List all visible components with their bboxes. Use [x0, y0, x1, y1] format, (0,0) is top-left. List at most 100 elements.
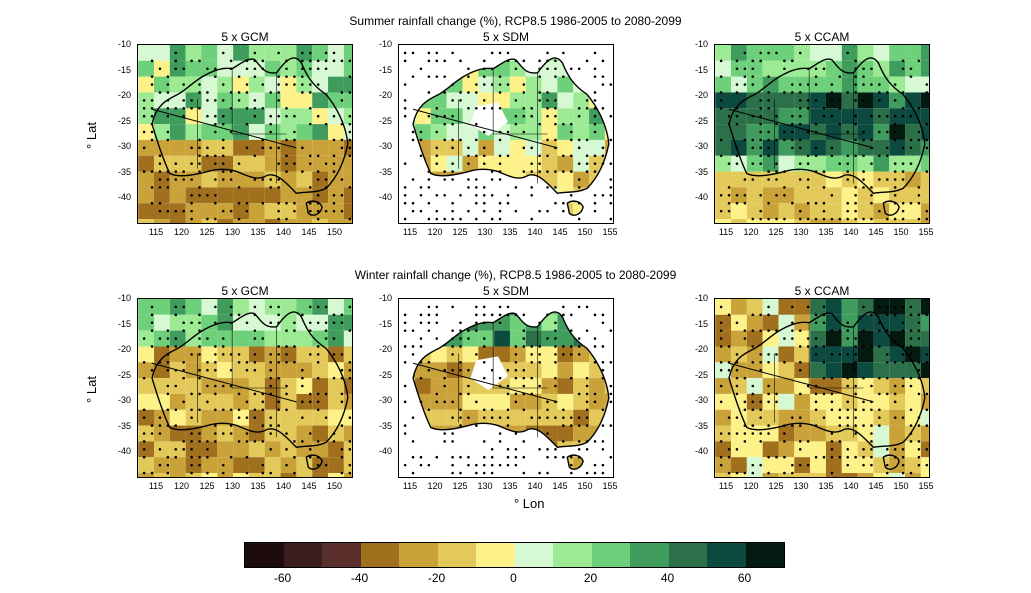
colorbar-swatch [245, 543, 284, 567]
colorbar-swatch [591, 543, 630, 567]
panel-title: 5 x SDM [482, 30, 529, 44]
colorbar-tick: -60 [273, 571, 292, 585]
map-panel: 5 x GCM -10 -15 -20 -25 -30 -35 -40 115 120 125 130… [118, 284, 353, 491]
lon-tick: 130 [224, 481, 241, 491]
lat-tick: -40 [694, 446, 708, 456]
colorbar-tick: -20 [427, 571, 446, 585]
lon-tick: 145 [552, 481, 568, 491]
lat-tick: -40 [694, 192, 708, 202]
lat-tick: -15 [117, 318, 131, 329]
lon-tick: 140 [527, 227, 543, 237]
lon-tick: 155 [918, 481, 934, 491]
lon-tick: 125 [199, 481, 215, 491]
lat-tick: -15 [694, 318, 708, 329]
lon-tick: 125 [768, 227, 784, 237]
colorbar-swatch [514, 543, 553, 567]
lon-tick: 145 [301, 227, 317, 237]
lon-tick: 150 [326, 481, 343, 491]
map-panel: 5 x SDM -10 -15 -20 -25 -30 -35 -40 115 120 125 130… [379, 284, 618, 491]
lon-tick: 150 [577, 481, 593, 491]
colorbar-tick: 40 [660, 571, 675, 585]
lon-tick: 140 [843, 227, 859, 237]
lon-tick: 150 [893, 227, 909, 237]
lon-tick: 145 [301, 481, 317, 491]
lat-tick: -30 [378, 141, 392, 151]
panel-title: 5 x GCM [221, 30, 269, 44]
panel-title: 5 x CCAM [794, 284, 850, 298]
lon-tick: 120 [743, 227, 759, 237]
colorbar-swatch [707, 543, 746, 567]
lat-axis-label-top: ° Lat [83, 122, 99, 149]
lat-tick: -40 [117, 192, 131, 202]
lon-tick: 130 [224, 227, 241, 237]
lon-tick: 145 [552, 227, 568, 237]
lon-tick: 125 [199, 227, 215, 237]
lon-tick: 135 [818, 227, 834, 237]
lon-tick: 120 [743, 481, 759, 491]
summer-title: Summer rainfall change (%), RCP8.5 1986-… [349, 14, 682, 28]
lat-tick: -40 [117, 446, 131, 456]
lon-tick: 135 [250, 227, 266, 237]
lon-tick: 115 [718, 481, 734, 491]
colorbar-swatch [476, 543, 515, 567]
lon-tick: 155 [602, 227, 618, 237]
lon-tick: 115 [148, 481, 164, 491]
lon-tick: 130 [477, 481, 493, 491]
lon-tick: 130 [477, 227, 493, 237]
lat-tick: -30 [117, 395, 131, 405]
colorbar-swatch [553, 543, 592, 567]
lat-tick: -20 [378, 90, 392, 100]
lat-tick: -20 [694, 344, 708, 354]
lon-tick: 140 [843, 481, 859, 491]
panel-title: 5 x CCAM [794, 30, 850, 44]
lon-tick: 115 [718, 227, 734, 237]
map-plot [398, 44, 614, 224]
lat-tick: -30 [378, 395, 392, 405]
lat-tick: -15 [117, 64, 131, 75]
panel-title: 5 x GCM [221, 284, 269, 298]
lat-tick: -20 [117, 344, 131, 354]
lat-axis-label-bottom: ° Lat [83, 376, 99, 403]
lon-tick: 135 [818, 481, 834, 491]
lat-tick: -10 [117, 39, 131, 49]
map-plot [714, 298, 930, 478]
map-plot [714, 44, 930, 224]
lat-tick: -25 [117, 369, 131, 380]
lon-tick: 130 [793, 227, 809, 237]
lon-tick: 145 [868, 481, 884, 491]
lat-tick: -40 [378, 446, 392, 456]
lon-tick: 155 [918, 227, 934, 237]
lon-tick: 145 [868, 227, 884, 237]
panel-title: 5 x SDM [482, 284, 529, 298]
lon-tick: 155 [602, 481, 618, 491]
map-plot [137, 44, 353, 224]
lat-tick: -15 [378, 64, 392, 75]
lon-tick: 115 [402, 481, 418, 491]
map-panel: 5 x GCM -10 -15 -20 -25 -30 -35 -40 115 120 125 130… [118, 30, 353, 237]
map-panel: 5 x CCAM -10 -15 -20 -25 -30 -35 -40 115 120 125 13… [695, 30, 934, 237]
lat-tick: -35 [117, 420, 131, 431]
colorbar-tick: -40 [350, 571, 369, 585]
colorbar-swatch [283, 543, 322, 567]
lat-tick: -20 [694, 90, 708, 100]
lon-tick: 135 [250, 481, 266, 491]
lon-tick: 115 [148, 227, 164, 237]
lat-tick: -20 [117, 90, 131, 100]
lon-tick: 115 [402, 227, 418, 237]
map-plot [398, 298, 614, 478]
colorbar-swatch [399, 543, 438, 567]
lon-tick: 120 [427, 227, 443, 237]
winter-title: Winter rainfall change (%), RCP8.5 1986-… [354, 268, 677, 282]
lon-tick: 120 [173, 227, 190, 237]
lat-tick: -35 [694, 166, 708, 177]
lon-tick: 125 [768, 481, 784, 491]
lon-tick: 135 [502, 227, 518, 237]
lat-tick: -25 [378, 369, 392, 380]
colorbar-swatch [668, 543, 707, 567]
colorbar-tick: 20 [583, 571, 598, 585]
lat-tick: -10 [378, 293, 392, 303]
lat-tick: -10 [378, 39, 392, 49]
colorbar-swatch [630, 543, 669, 567]
colorbar-swatch [745, 543, 784, 567]
lon-tick: 140 [275, 227, 292, 237]
